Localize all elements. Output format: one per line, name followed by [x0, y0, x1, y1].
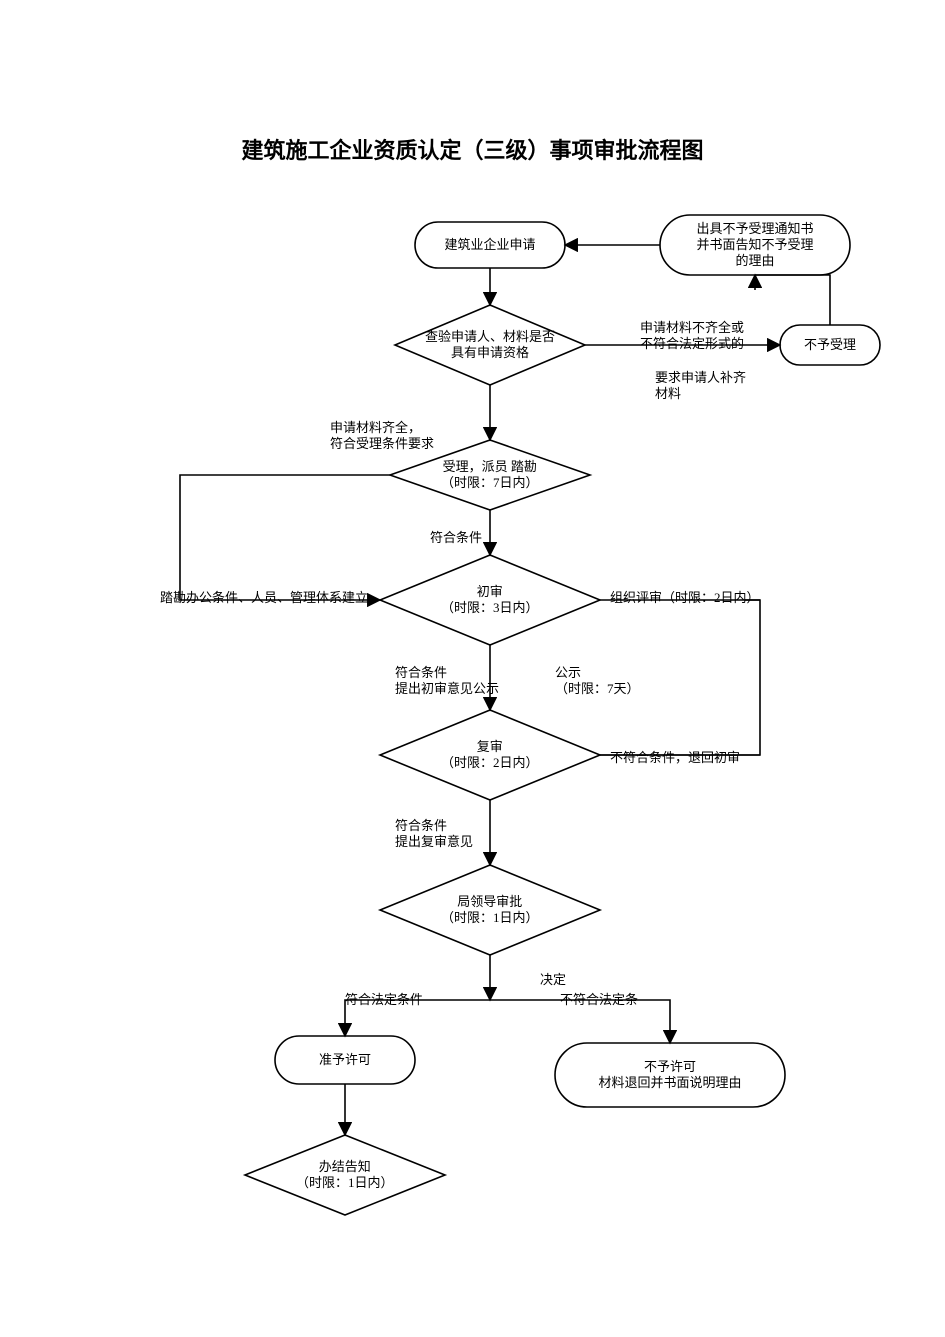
lbl-takan: 踏勘办公条件、人员、管理体系建立 [160, 590, 368, 606]
node-first_review: 初审 （时限：3日内） [441, 584, 539, 617]
node-no_permit: 不予许可 材料退回并书面说明理由 [599, 1059, 742, 1092]
node-no_accept: 不予受理 [804, 337, 856, 353]
node-finish: 办结告知 （时限：1日内） [296, 1159, 394, 1192]
node-permit: 准予许可 [319, 1052, 371, 1068]
node-accept: 受理，派员 踏勘 （时限：7日内） [441, 459, 539, 492]
lbl-legal-bad: 不符合法定条 [560, 992, 638, 1008]
accept-left-loop [180, 475, 390, 600]
lbl-material-ok: 申请材料齐全， 符合受理条件要求 [330, 420, 434, 453]
noaccept-to-rejectnotice [755, 275, 830, 325]
lbl-decide: 决定 [540, 972, 566, 988]
lbl-group-review: 组织评审（时限：2日内） [610, 590, 760, 606]
lbl-first-ok: 符合条件 提出初审意见公示 [395, 665, 499, 698]
node-reject_notice: 出具不予受理通知书 并书面告知不予受理 的理由 [697, 221, 814, 270]
lbl-re-ok: 符合条件 提出复审意见 [395, 818, 473, 851]
page-title: 建筑施工企业资质认定（三级）事项审批流程图 [0, 133, 945, 165]
flowchart-page: 建筑施工企业资质认定（三级）事项审批流程图 建筑业企业申请 出具不予受理通知书 并… [0, 0, 945, 1337]
node-check: 查验申请人、材料是否 具有申请资格 [425, 329, 555, 362]
lbl-supplement: 要求申请人补齐 材料 [655, 370, 746, 403]
lbl-publicity: 公示 （时限：7天） [555, 665, 640, 698]
lbl-cond-ok-1: 符合条件 [430, 530, 482, 546]
lbl-legal-ok: 符合法定条件 [345, 992, 423, 1008]
node-apply: 建筑业企业申请 [445, 237, 536, 253]
node-re_review: 复审 （时限：2日内） [441, 739, 539, 772]
lbl-material-bad: 申请材料不齐全或 不符合法定形式的 [640, 320, 744, 353]
node-leader: 局领导审批 （时限：1日内） [441, 894, 539, 927]
lbl-re-bad: 不符合条件，退回初审 [610, 750, 740, 766]
